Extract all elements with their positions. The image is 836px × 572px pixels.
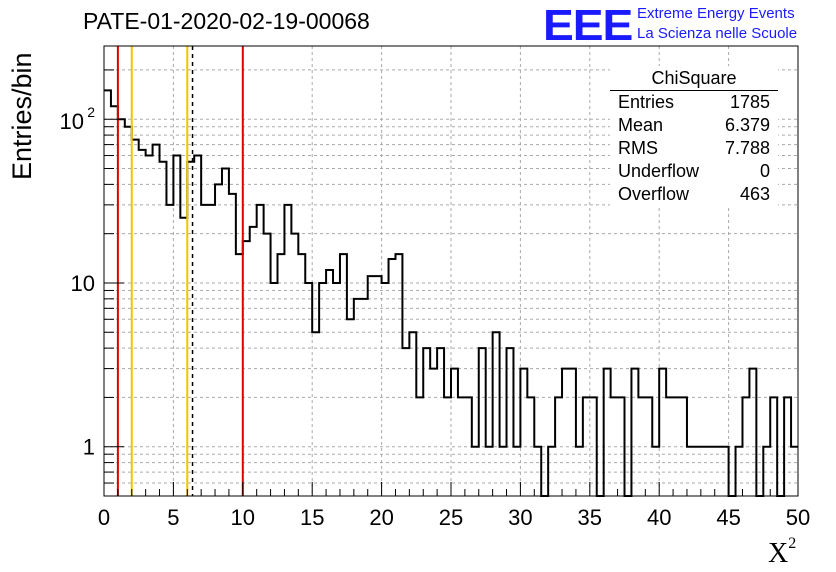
logo-caption: Extreme Energy Events La Scienza nelle S… (637, 4, 797, 44)
stats-value: 463 (739, 184, 770, 204)
stats-label: RMS (618, 138, 658, 158)
eee-logo: EEE (543, 1, 633, 50)
logo-line-2: La Scienza nelle Scuole (637, 25, 798, 42)
x-axis-label: X2 (768, 534, 797, 569)
y-axis-label: Entries/bin (7, 52, 37, 180)
x-tick-label: 35 (578, 505, 602, 530)
x-tick-label: 30 (508, 505, 532, 530)
stats-value: 6.379 (724, 115, 770, 135)
x-tick-label: 45 (716, 505, 740, 530)
x-tick-label: 25 (439, 505, 463, 530)
stats-label: Overflow (618, 184, 690, 204)
x-tick-label: 40 (647, 505, 671, 530)
stats-value: 0 (759, 161, 770, 181)
y-tick-label: 10 (60, 109, 84, 134)
stats-row-entries: Entries 1785 (610, 91, 778, 114)
stats-box: ChiSquare Entries 1785 Mean 6.379 RMS 7.… (610, 66, 778, 206)
x-tick-label: 10 (231, 505, 255, 530)
logo-line-1: Extreme Energy Events (637, 5, 795, 22)
x-tick-label: 0 (98, 505, 110, 530)
stats-label: Mean (618, 115, 664, 135)
x-tick-label: 5 (167, 505, 179, 530)
stats-label: Entries (618, 92, 675, 112)
x-tick-label: 20 (369, 505, 393, 530)
stats-value: 1785 (729, 92, 770, 112)
stats-header: ChiSquare (610, 66, 778, 91)
x-tick-label: 50 (786, 505, 810, 530)
histogram-line (104, 89, 798, 497)
stats-row-mean: Mean 6.379 (610, 114, 778, 137)
stats-label: Underflow (618, 161, 700, 181)
stats-row-overflow: Overflow 463 (610, 183, 778, 206)
stats-value: 7.788 (724, 138, 770, 158)
y-tick-label: 1 (83, 435, 95, 460)
stats-row-rms: RMS 7.788 (610, 137, 778, 160)
x-tick-label: 15 (300, 505, 324, 530)
y-tick-label-exponent: 2 (87, 104, 95, 120)
y-tick-label: 10 (71, 271, 95, 296)
stats-row-underflow: Underflow 0 (610, 160, 778, 183)
chart-title: PATE-01-2020-02-19-00068 (83, 8, 370, 34)
